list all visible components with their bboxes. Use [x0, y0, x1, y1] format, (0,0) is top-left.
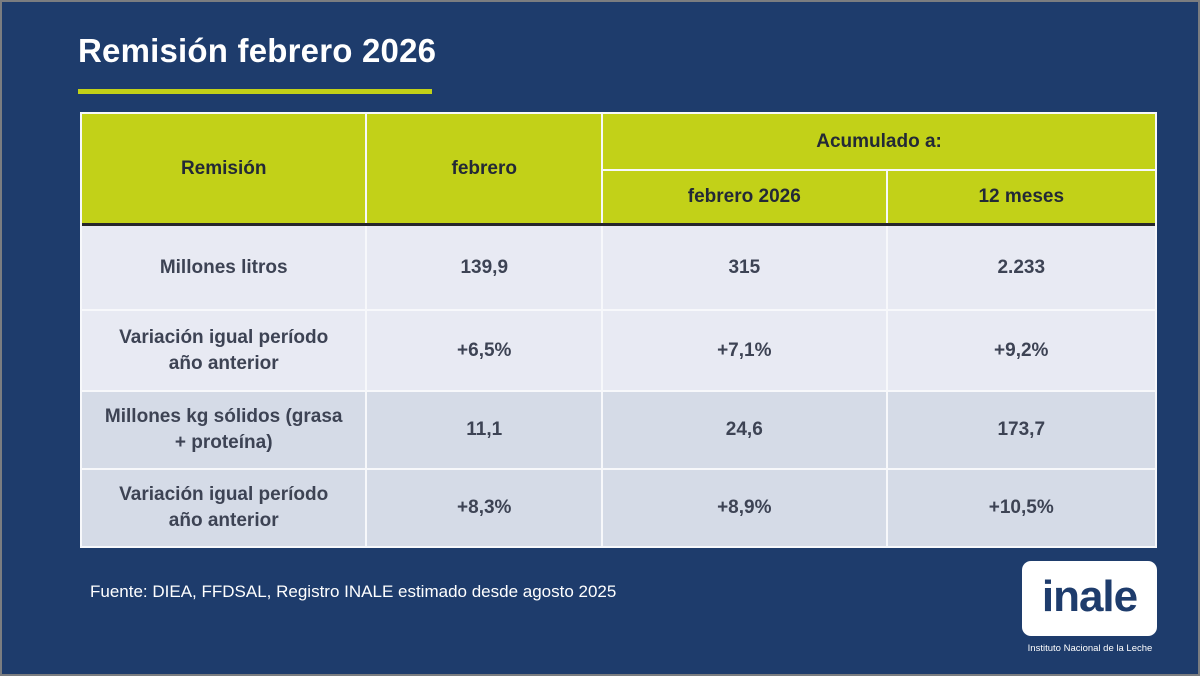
cell-variacion-litros-febrero: +6,5%	[367, 311, 602, 390]
row-label-variacion-solidos: Variación igual período año anterior	[82, 470, 366, 546]
cell-kg-solidos-febrero: 11,1	[367, 392, 602, 468]
cell-variacion-solidos-feb2026: +8,9%	[603, 470, 886, 546]
header-cell-remision: Remisión	[82, 114, 366, 223]
title-underline	[78, 89, 432, 94]
cell-kg-solidos-feb2026: 24,6	[603, 392, 886, 468]
cell-variacion-litros-feb2026: +7,1%	[603, 311, 886, 390]
header-cell-febrero-2026: febrero 2026	[603, 171, 886, 223]
cell-millones-litros-12meses: 2.233	[887, 226, 1155, 309]
source-note: Fuente: DIEA, FFDSAL, Registro INALE est…	[90, 582, 617, 601]
remission-table: Remisión febrero Acumulado a: febrero 20…	[80, 112, 1157, 548]
header-cell-12-meses: 12 meses	[887, 171, 1155, 223]
header-body-divider	[82, 223, 1155, 226]
cell-millones-litros-feb2026: 315	[603, 226, 886, 309]
table-body: Millones litros 139,9 315 2.233 Variació…	[82, 226, 1155, 546]
row-label-millones-litros: Millones litros	[82, 226, 366, 309]
cell-kg-solidos-12meses: 173,7	[887, 392, 1155, 468]
page-title: Remisión febrero 2026	[78, 32, 437, 69]
header-cell-acumulado: Acumulado a:	[603, 114, 1155, 169]
inale-wordmark: inale	[1041, 571, 1138, 621]
row-label-variacion-litros: Variación igual período año anterior	[82, 311, 366, 390]
inale-logo: inale	[1022, 561, 1157, 636]
cell-variacion-solidos-febrero: +8,3%	[367, 470, 602, 546]
inale-logo-subtitle: Instituto Nacional de la Leche	[1027, 643, 1153, 654]
cell-millones-litros-febrero: 139,9	[367, 226, 602, 309]
table-header: Remisión febrero Acumulado a: febrero 20…	[82, 114, 1155, 223]
cell-variacion-solidos-12meses: +10,5%	[887, 470, 1155, 546]
header-cell-febrero: febrero	[367, 114, 602, 223]
cell-variacion-litros-12meses: +9,2%	[887, 311, 1155, 390]
row-label-kg-solidos: Millones kg sólidos (grasa + proteína)	[82, 392, 366, 468]
